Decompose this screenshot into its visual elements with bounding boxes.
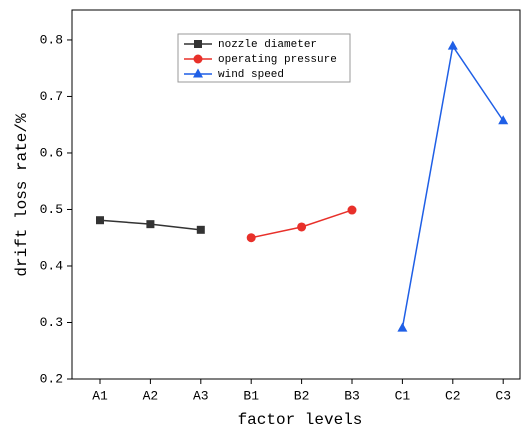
x-tick-label: C2 — [445, 388, 461, 403]
legend-label: wind speed — [218, 69, 284, 81]
y-tick-label: 0.4 — [40, 258, 64, 273]
y-tick-label: 0.3 — [40, 315, 63, 330]
marker — [194, 40, 202, 48]
x-tick-label: A1 — [92, 388, 108, 403]
y-tick-label: 0.8 — [40, 32, 63, 47]
y-tick-label: 0.5 — [40, 202, 63, 217]
marker — [146, 220, 155, 229]
marker — [447, 40, 458, 50]
x-tick-label: B1 — [243, 388, 259, 403]
x-tick-label: B2 — [294, 388, 310, 403]
legend-label: nozzle diameter — [218, 39, 317, 51]
legend-label: operating pressure — [218, 54, 337, 66]
x-tick-label: B3 — [344, 388, 360, 403]
y-axis-label: drift loss rate/% — [13, 113, 31, 277]
marker — [193, 68, 203, 78]
x-axis-label: factor levels — [238, 411, 363, 429]
marker — [297, 222, 307, 232]
x-tick-label: C1 — [395, 388, 411, 403]
y-tick-label: 0.7 — [40, 89, 63, 104]
marker — [96, 216, 104, 225]
marker — [498, 115, 509, 125]
x-tick-label: C3 — [495, 388, 511, 403]
marker — [347, 205, 357, 215]
x-tick-label: A2 — [143, 388, 159, 403]
marker — [246, 233, 256, 243]
marker — [193, 54, 203, 64]
marker — [397, 322, 408, 332]
plot-frame — [71, 9, 521, 380]
series-line — [401, 44, 504, 329]
marker — [196, 225, 205, 234]
x-tick-label: A3 — [193, 388, 209, 403]
y-tick-label: 0.2 — [40, 371, 63, 386]
y-tick-label: 0.6 — [40, 145, 63, 160]
